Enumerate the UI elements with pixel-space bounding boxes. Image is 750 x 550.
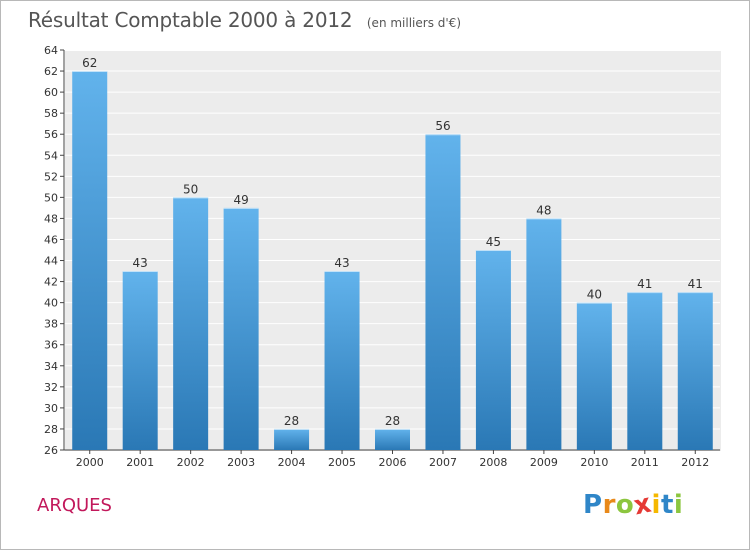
y-tick-label: 38 — [44, 318, 58, 331]
y-tick-label: 34 — [44, 360, 58, 373]
y-tick-label: 52 — [44, 170, 58, 183]
x-tick-label: 2012 — [681, 456, 709, 469]
y-tick-label: 40 — [44, 297, 58, 310]
x-tick-label: 2009 — [530, 456, 558, 469]
bar-2000 — [72, 71, 108, 450]
commune-name: ARQUES — [37, 495, 112, 516]
bar-value-label: 56 — [435, 119, 450, 133]
labels: 26 28 30 32 34 36 38 40 42 44 46 48 50 52 54 56 58 60 62 64… — [44, 44, 709, 469]
axes — [60, 49, 720, 454]
bar-value-label: 45 — [486, 235, 501, 249]
bar-2010 — [576, 302, 612, 450]
bar-value-label: 62 — [82, 56, 97, 70]
y-tick-label: 60 — [44, 86, 58, 99]
x-tick-label: 2006 — [379, 456, 407, 469]
bar-2009 — [526, 218, 562, 450]
bar-2006 — [375, 428, 410, 450]
x-tick-label: 2001 — [126, 456, 154, 469]
y-tick-label: 46 — [44, 233, 58, 246]
bar-value-label: 50 — [183, 182, 198, 196]
y-tick-label: 50 — [44, 191, 58, 204]
x-tick-label: 2005 — [328, 456, 356, 469]
bar-value-label: 49 — [233, 193, 248, 207]
y-tick-label: 26 — [44, 444, 58, 457]
bar-value-label: 28 — [385, 414, 400, 428]
y-tick-label: 54 — [44, 149, 58, 162]
x-tick-label: 2002 — [177, 456, 205, 469]
x-tick-label: 2003 — [227, 456, 255, 469]
y-tick-label: 56 — [44, 128, 58, 141]
logo-letter: i — [673, 490, 684, 520]
bar-value-label: 43 — [334, 256, 349, 270]
grid-lines — [64, 49, 720, 451]
bar-value-label: 28 — [284, 414, 299, 428]
bar-2002 — [173, 197, 209, 450]
y-tick-label: 44 — [44, 255, 58, 268]
logo-letter: P — [583, 490, 603, 520]
bar-value-label: 41 — [688, 277, 703, 291]
y-tick-label: 32 — [44, 381, 58, 394]
bar-2003 — [223, 207, 259, 450]
proxiti-logo[interactable]: Proxiti — [583, 489, 684, 522]
x-tick-label: 2010 — [580, 456, 608, 469]
chart-title: Résultat Comptable 2000 à 2012 — [28, 8, 353, 32]
logo-letter: o — [615, 490, 635, 520]
y-tick-label: 30 — [44, 402, 58, 415]
y-tick-label: 58 — [44, 107, 58, 120]
bar-2007 — [425, 134, 461, 451]
bar-2001 — [122, 271, 158, 450]
title-row: Résultat Comptable 2000 à 2012 (en milli… — [28, 8, 461, 32]
x-tick-label: 2000 — [76, 456, 104, 469]
x-tick-label: 2004 — [278, 456, 306, 469]
bars — [72, 71, 713, 451]
bar-2008 — [475, 250, 511, 450]
logo-letter: t — [660, 490, 674, 520]
bar-value-label: 41 — [637, 277, 652, 291]
y-tick-label: 48 — [44, 212, 58, 225]
logo-letter: r — [602, 490, 616, 520]
bar-value-label: 48 — [536, 203, 551, 217]
bar-2005 — [324, 271, 360, 450]
x-tick-label: 2007 — [429, 456, 457, 469]
y-tick-label: 42 — [44, 276, 58, 289]
bar-2011 — [627, 292, 663, 450]
bar-2004 — [274, 428, 310, 450]
bar-value-label: 43 — [133, 256, 148, 270]
chart-subtitle: (en milliers d'€) — [366, 16, 461, 30]
y-tick-label: 36 — [44, 339, 58, 352]
y-tick-label: 28 — [44, 423, 58, 436]
bar-2012 — [677, 292, 713, 450]
x-tick-label: 2011 — [631, 456, 659, 469]
logo-letter: i — [651, 490, 661, 520]
x-tick-label: 2008 — [479, 456, 507, 469]
bar-value-label: 40 — [587, 288, 602, 302]
y-tick-label: 62 — [44, 65, 58, 78]
y-tick-label: 64 — [44, 44, 58, 57]
